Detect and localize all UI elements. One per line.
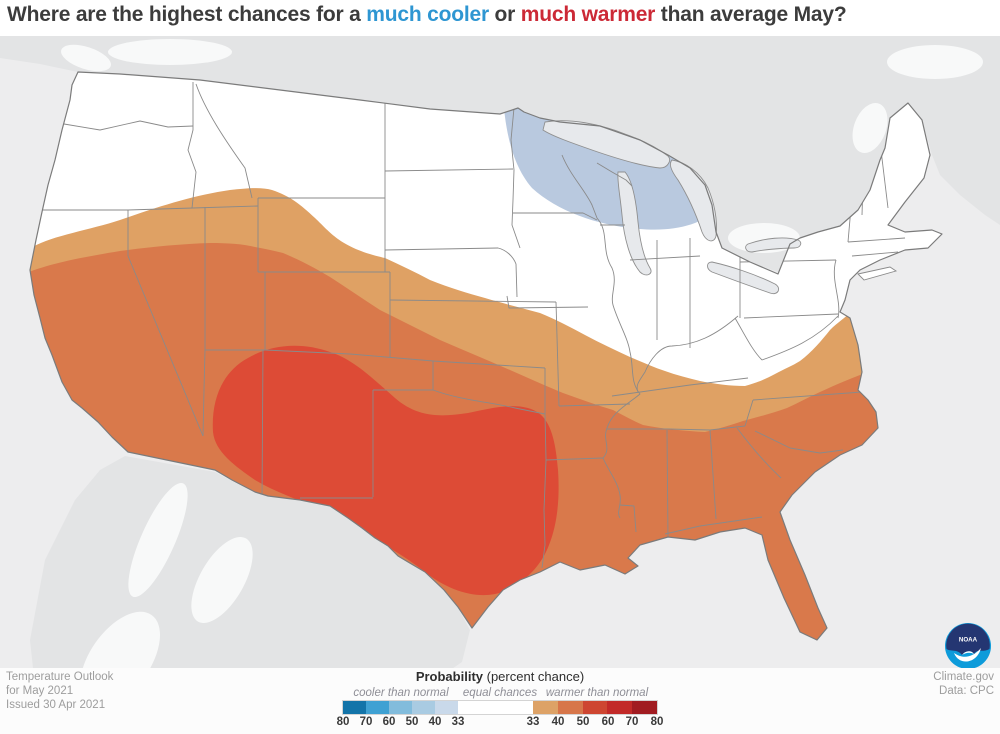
- title-much-cooler: much cooler: [366, 3, 489, 26]
- state-borders: [42, 82, 906, 569]
- colorbar-tick: 70: [625, 716, 639, 728]
- conus-outline: [29, 71, 943, 641]
- colorbar-segment-warm-70: [632, 701, 657, 714]
- noaa-logo-text: NOAA: [959, 637, 978, 644]
- colorbar-segment-cool-40: [435, 701, 458, 714]
- map-svg: [0, 36, 1000, 734]
- colorbar-segment-warm-40: [557, 701, 583, 714]
- issuance-line: Issued 30 Apr 2021: [6, 699, 106, 711]
- colorbar-tick: 40: [428, 716, 442, 728]
- colorbar-tick: 60: [382, 716, 396, 728]
- lake-superior: [542, 120, 671, 169]
- colorbar-tick: 80: [336, 716, 350, 728]
- colorbar-tick: 40: [551, 716, 565, 728]
- issuance-info: Temperature Outlook for May 2021 Issued …: [6, 670, 113, 712]
- colorbar-segment-cool-50: [412, 701, 435, 714]
- climate-gov-credit: Climate.gov: [933, 671, 994, 683]
- legend-title-bold: Probability: [415, 669, 484, 684]
- noaa-logo: NOAA: [945, 623, 991, 669]
- canada-land: [0, 36, 1000, 272]
- long-island: [857, 266, 898, 281]
- colorbar-tick: 50: [405, 716, 419, 728]
- data-source-credit: Data: CPC: [939, 685, 994, 697]
- colorbar-segment-cool-60: [389, 701, 412, 714]
- colorbar-segment-equal-chances: [458, 701, 533, 714]
- credits-block: Climate.gov Data: CPC: [933, 670, 994, 698]
- issuance-line: for May 2021: [6, 685, 74, 697]
- lake-huron: [669, 159, 717, 242]
- page-title: Where are the highest chances for a much…: [7, 3, 997, 27]
- legend-title: Probability (percent chance): [416, 669, 584, 684]
- title-suffix: than average May?: [655, 3, 847, 26]
- lake-ontario: [745, 237, 802, 253]
- noaa-logo-gull: [954, 648, 981, 662]
- legend-equal-label: equal chances: [462, 687, 538, 699]
- lake-erie: [707, 261, 780, 295]
- colorbar-segment-cool-80: [343, 701, 366, 714]
- colorbar-tick: 80: [650, 716, 664, 728]
- legend-warmer-label: warmer than normal: [545, 687, 649, 699]
- colorbar-segment-warm-33: [533, 701, 558, 714]
- great-lakes: [542, 120, 802, 295]
- title-prefix: Where are the highest chances for a: [7, 3, 367, 26]
- colorbar-segment-warm-60: [607, 701, 633, 714]
- colorbar-tick: 60: [601, 716, 615, 728]
- us-outlook-map: [0, 36, 1000, 734]
- issuance-line: Temperature Outlook: [6, 671, 114, 683]
- probability-colorbar: [342, 700, 658, 715]
- lake-michigan: [617, 171, 652, 276]
- colorbar-tick: 50: [576, 716, 590, 728]
- title-or: or: [488, 3, 521, 26]
- colorbar-segment-cool-70: [366, 701, 389, 714]
- colorbar-tick: 33: [451, 716, 465, 728]
- legend-title-rest: (percent chance): [483, 669, 585, 684]
- colorbar-tick: 70: [359, 716, 373, 728]
- colorbar-segment-warm-50: [582, 701, 608, 714]
- colorbar-tick: 33: [526, 716, 540, 728]
- noaa-logo-shell: [946, 623, 990, 655]
- legend-cooler-label: cooler than normal: [353, 687, 449, 699]
- warmer-50-60-region: [212, 345, 559, 596]
- title-much-warmer: much warmer: [520, 3, 656, 26]
